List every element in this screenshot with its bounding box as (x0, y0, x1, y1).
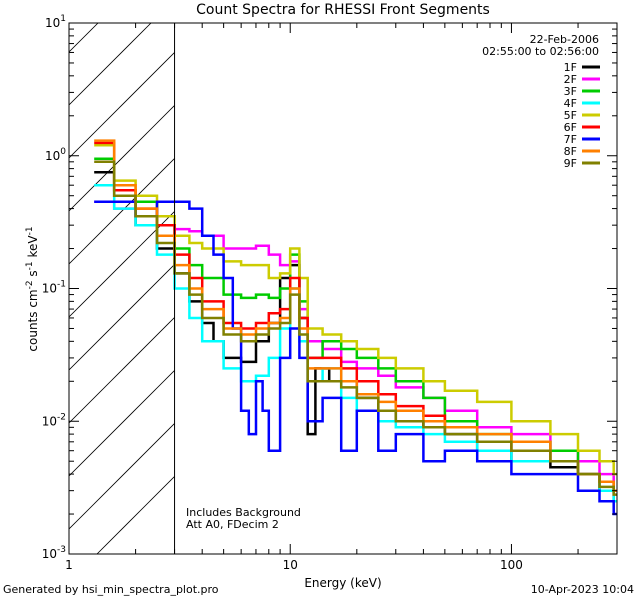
hatch-line (69, 370, 175, 477)
legend-label-4f: 4F (564, 97, 577, 110)
legend-date: 22-Feb-2006 (530, 33, 599, 46)
x-tick-label: 10 (283, 558, 298, 572)
y-tick-label: 101 (45, 14, 66, 30)
y-tick-label: 10-1 (42, 280, 66, 296)
hatch-line (69, 23, 152, 106)
legend-label-9f: 9F (564, 157, 577, 170)
hatch-line (69, 158, 175, 265)
series-line-7f (94, 200, 617, 516)
hatch-line (69, 105, 175, 212)
annotation-line: Includes Background (186, 506, 301, 519)
legend-label-2f: 2F (564, 73, 577, 86)
legend-label-8f: 8F (564, 145, 577, 158)
axes: 1 10 100 10-3 10-2 10-1 100 101 (42, 14, 618, 572)
hatch-line (69, 264, 175, 371)
generated-by-text: Generated by hsi_min_spectra_plot.pro (3, 583, 219, 596)
hatch-line (69, 317, 175, 424)
series-line-9f (94, 160, 617, 496)
legend-label-5f: 5F (564, 109, 577, 122)
hatch-line (69, 52, 175, 159)
y-tick-label: 10-3 (42, 545, 66, 561)
annotation-line: Att A0, FDecim 2 (186, 518, 279, 531)
legend-time-range: 02:55:00 to 02:56:00 (482, 45, 599, 58)
series-group (94, 139, 617, 516)
x-tick-label: 1 (65, 558, 73, 572)
y-axis-label: counts cm-2 s-1 keV-1 (25, 226, 40, 351)
generation-timestamp: 10-Apr-2023 10:04 (530, 583, 634, 596)
legend-label-1f: 1F (564, 61, 577, 74)
hatch-line (96, 476, 175, 554)
x-tick-label: 100 (500, 558, 523, 572)
chart-title: Count Spectra for RHESSI Front Segments (196, 2, 490, 18)
hatched-region-area (69, 23, 175, 554)
legend-label-6f: 6F (564, 121, 577, 134)
x-axis-label: Energy (keV) (304, 576, 381, 590)
hatch-line (69, 23, 99, 53)
y-tick-label: 100 (45, 147, 66, 163)
hatch-line (69, 211, 175, 318)
y-tick-label: 10-2 (42, 412, 66, 428)
legend-label-7f: 7F (564, 133, 577, 146)
hatched-region (69, 23, 175, 554)
hatch-line (69, 423, 175, 530)
legend-label-3f: 3F (564, 85, 577, 98)
